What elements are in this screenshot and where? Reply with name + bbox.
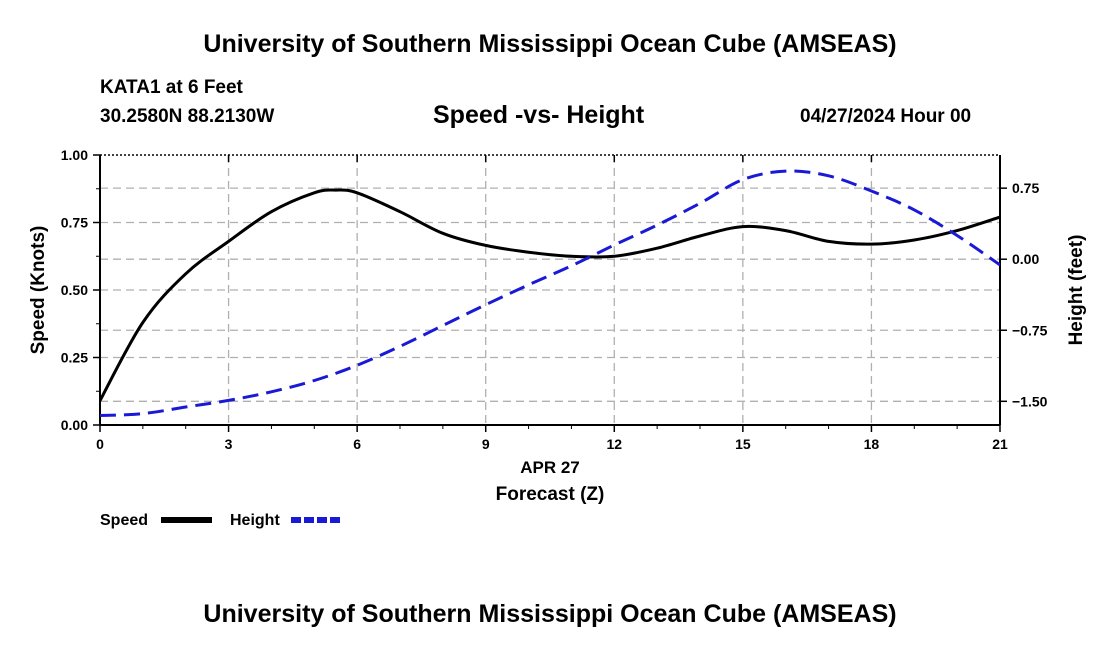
y-right-tick-label: 0.75: [1012, 180, 1039, 196]
x-tick-label: 9: [482, 436, 490, 452]
y-right-tick-label: −1.50: [1012, 393, 1048, 409]
y-left-tick-label: 0.75: [61, 215, 88, 231]
x-axis-date-label: APR 27: [520, 458, 580, 477]
x-tick-label: 15: [735, 436, 751, 452]
legend-speed-label: Speed: [100, 512, 148, 529]
y-left-tick-label: 0.50: [61, 282, 88, 298]
page-title: University of Southern Mississippi Ocean…: [203, 30, 897, 58]
y-left-tick-label: 0.25: [61, 350, 88, 366]
y-left-axis-title: Speed (Knots): [28, 226, 49, 355]
x-tick-label: 12: [606, 436, 622, 452]
y-right-tick-label: 0.00: [1012, 251, 1039, 267]
x-tick-label: 18: [864, 436, 880, 452]
y-left-tick-label: 0.00: [61, 417, 88, 433]
footer-title: University of Southern Mississippi Ocean…: [203, 600, 897, 628]
x-tick-label: 21: [992, 436, 1008, 452]
x-tick-label: 0: [96, 436, 104, 452]
station-name: KATA1 at 6 Feet: [100, 77, 243, 98]
x-tick-label: 6: [353, 436, 361, 452]
speed-series-line: [100, 188, 1000, 402]
x-axis-title: Forecast (Z): [496, 484, 605, 505]
chart-title: Speed -vs- Height: [433, 101, 645, 129]
y-left-tick-label: 1.00: [61, 147, 88, 163]
y-right-tick-label: −0.75: [1012, 322, 1048, 338]
x-tick-label: 3: [225, 436, 233, 452]
station-coordinates: 30.2580N 88.2130W: [100, 106, 275, 127]
y-right-axis-title: Height (feet): [1066, 235, 1087, 346]
forecast-date: 04/27/2024 Hour 00: [800, 106, 972, 127]
height-series-line: [100, 169, 1000, 417]
legend-height-label: Height: [230, 512, 280, 529]
